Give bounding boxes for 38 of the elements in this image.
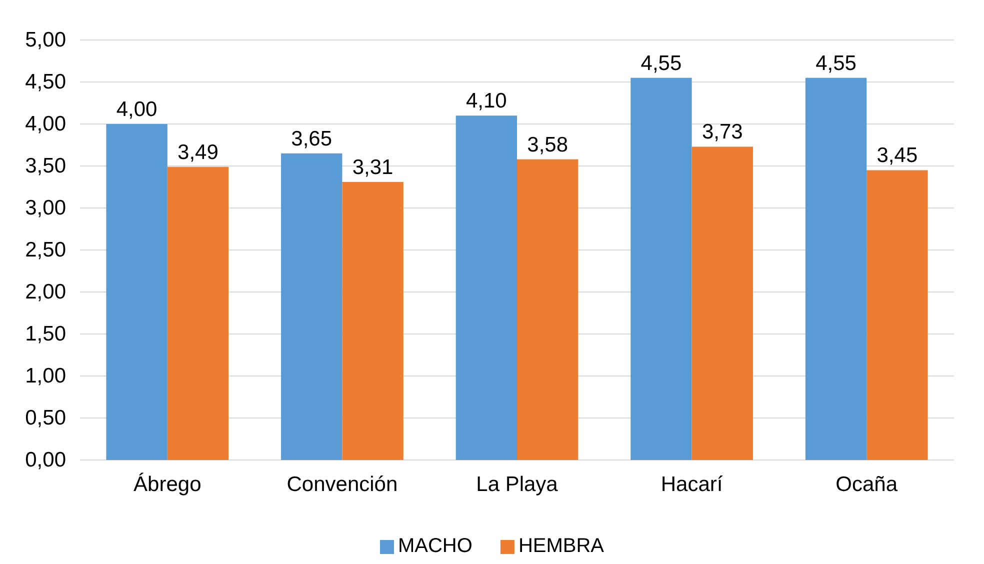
y-tick-label: 2,00: [25, 280, 66, 304]
bar: [630, 78, 692, 460]
data-label: 4,55: [816, 52, 856, 75]
bar: [517, 159, 578, 460]
data-label: 4,10: [466, 90, 507, 113]
data-label: 4,00: [116, 98, 158, 121]
bar: [805, 78, 867, 460]
x-tick-label: Ocaña: [836, 472, 898, 496]
y-tick-label: 3,00: [25, 196, 66, 220]
bar: [456, 116, 517, 460]
bar: [281, 153, 342, 460]
x-tick-label: Convención: [286, 472, 398, 496]
y-tick-label: 1,50: [25, 322, 66, 346]
data-label: 3,73: [702, 120, 743, 144]
y-tick-label: 3,50: [25, 154, 66, 178]
y-tick-label: 0,50: [25, 406, 66, 430]
x-tick-label: Ábrego: [134, 472, 202, 496]
y-tick-label: 2,50: [25, 238, 66, 262]
data-label: 3,65: [291, 127, 332, 150]
data-label: 3,49: [178, 140, 218, 164]
bar: [866, 170, 928, 460]
x-tick-label: La Playa: [476, 472, 558, 496]
data-label: 3,45: [876, 144, 918, 168]
x-tick-label: Hacarí: [660, 472, 723, 496]
y-tick-label: 1,00: [25, 364, 66, 388]
y-tick-label: 4,00: [25, 112, 66, 136]
bar: [692, 146, 753, 460]
bar: [342, 182, 404, 460]
data-label: 3,31: [352, 156, 394, 179]
legend-label: HEMBRA: [518, 535, 605, 557]
bar: [167, 166, 229, 460]
data-label: 3,58: [527, 133, 568, 156]
data-label: 4,55: [640, 52, 682, 75]
y-tick-label: 5,00: [25, 28, 66, 52]
bar: [106, 124, 168, 460]
y-tick-label: 4,50: [25, 70, 66, 94]
legend-label: MACHO: [398, 535, 472, 557]
y-tick-label: 0,00: [25, 448, 66, 472]
